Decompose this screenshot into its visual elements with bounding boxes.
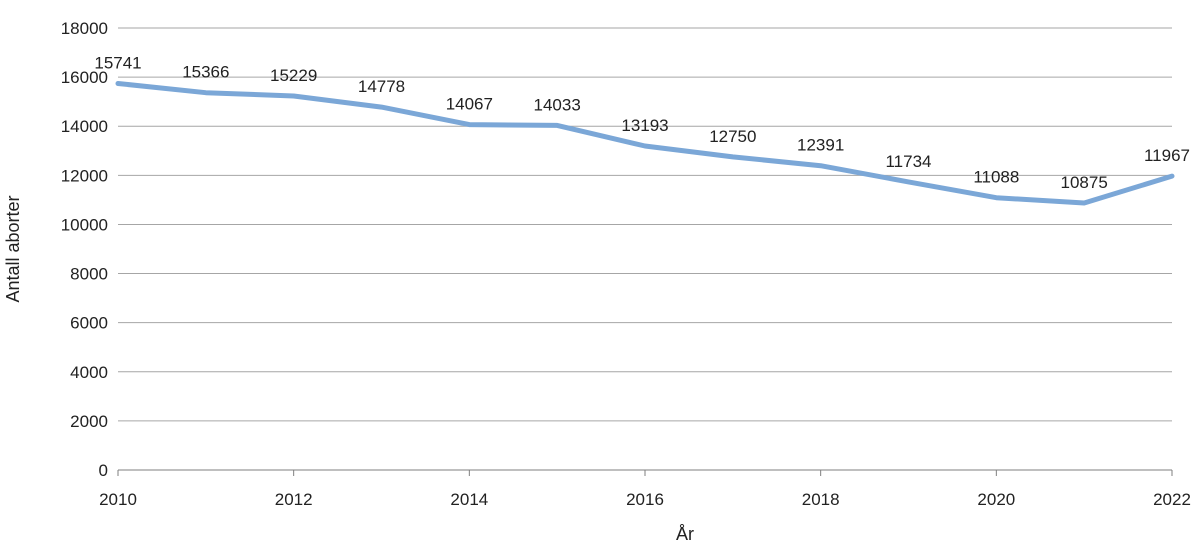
data-label-2022: 11967 bbox=[1144, 146, 1190, 165]
y-tick-label-16000: 16000 bbox=[61, 68, 108, 87]
x-axis-title: År bbox=[676, 524, 694, 544]
y-tick-label-8000: 8000 bbox=[70, 265, 108, 284]
data-label-2012: 15229 bbox=[270, 66, 317, 85]
data-point-2013 bbox=[380, 105, 383, 109]
data-labels: 15741 15366 15229 14778 14067 14033 13193 12750… bbox=[94, 53, 1190, 191]
y-tick-label-0: 0 bbox=[99, 461, 108, 480]
data-points bbox=[116, 81, 1174, 205]
x-tick-label-2012: 2012 bbox=[275, 490, 313, 509]
gridlines bbox=[118, 27, 1172, 422]
data-label-2021: 10875 bbox=[1061, 173, 1108, 192]
y-tick-label-10000: 10000 bbox=[61, 215, 108, 234]
data-point-2018 bbox=[819, 164, 823, 168]
data-label-2018: 12391 bbox=[797, 136, 844, 155]
data-label-2016: 13193 bbox=[621, 116, 668, 135]
data-point-2014 bbox=[467, 123, 471, 127]
data-label-2015: 14033 bbox=[534, 95, 581, 114]
data-point-2022 bbox=[1170, 174, 1174, 178]
x-tick-label-2014: 2014 bbox=[450, 490, 488, 509]
y-tick-label-12000: 12000 bbox=[61, 166, 108, 185]
data-point-2012 bbox=[292, 94, 296, 98]
y-axis-title: Antall aborter bbox=[3, 195, 23, 302]
data-point-2010 bbox=[116, 81, 120, 85]
x-tick-label-2010: 2010 bbox=[99, 490, 137, 509]
y-tick-label-14000: 14000 bbox=[61, 117, 108, 136]
data-point-2017 bbox=[731, 155, 735, 159]
data-point-2019 bbox=[907, 180, 910, 184]
data-point-2011 bbox=[204, 91, 208, 95]
y-tick-label-6000: 6000 bbox=[70, 314, 108, 333]
data-label-2014: 14067 bbox=[446, 95, 493, 114]
y-tick-label-4000: 4000 bbox=[70, 363, 108, 382]
y-axis-ticks: 0 2000 4000 6000 8000 10000 12000 14000 16000 180… bbox=[61, 19, 108, 480]
x-tick-label-2020: 2020 bbox=[977, 490, 1015, 509]
data-label-2019: 11734 bbox=[885, 152, 931, 171]
data-label-2020: 11088 bbox=[973, 168, 1019, 187]
data-label-2017: 12750 bbox=[709, 127, 756, 146]
data-label-2013: 14778 bbox=[358, 77, 405, 96]
x-tick-label-2022: 2022 bbox=[1153, 490, 1191, 509]
x-tick-label-2016: 2016 bbox=[626, 490, 664, 509]
y-tick-label-18000: 18000 bbox=[61, 19, 108, 38]
data-point-2015 bbox=[555, 123, 559, 127]
data-label-2011: 15366 bbox=[182, 63, 229, 82]
x-axis-ticks: 2010 2012 2014 2016 2018 2020 2022 bbox=[99, 470, 1191, 509]
data-point-2020 bbox=[994, 196, 998, 200]
data-point-2016 bbox=[643, 144, 647, 148]
data-point-2021 bbox=[1082, 201, 1086, 205]
y-tick-label-2000: 2000 bbox=[70, 412, 108, 431]
data-label-2010: 15741 bbox=[94, 53, 141, 72]
x-tick-label-2018: 2018 bbox=[802, 490, 840, 509]
